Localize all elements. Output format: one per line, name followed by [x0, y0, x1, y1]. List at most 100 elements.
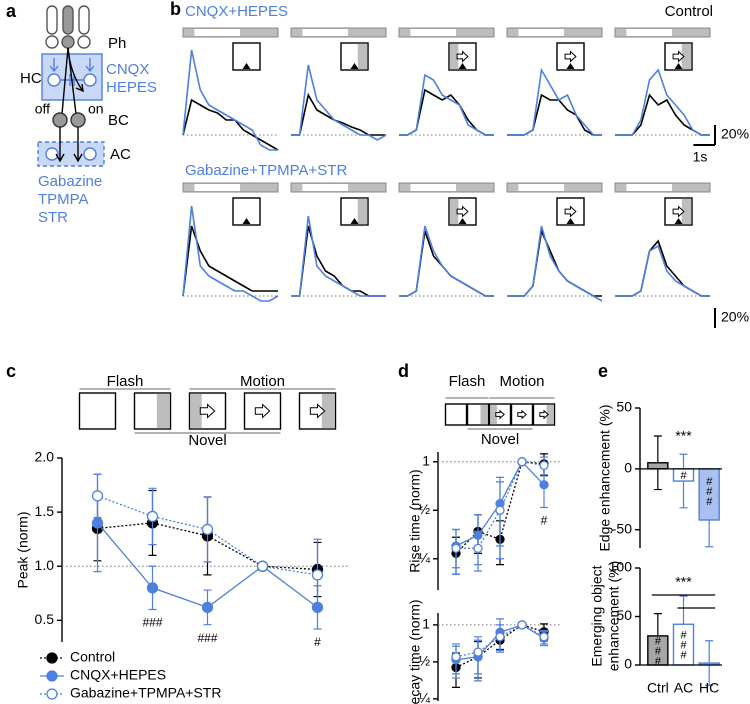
y-axis-label: Peak (norm)	[15, 511, 31, 588]
data-point	[539, 632, 549, 642]
legend-label: CNQX+HEPES	[70, 667, 166, 683]
hc-cell	[83, 73, 97, 87]
stimulus-gray	[480, 404, 488, 425]
stimulus-marker	[674, 218, 683, 224]
trace	[399, 73, 494, 136]
label: TPMPA	[38, 191, 89, 208]
stimulus-gray	[156, 393, 170, 429]
trace	[615, 239, 710, 297]
panel-label: e	[598, 361, 608, 381]
y-tick-label: ½	[418, 653, 430, 669]
x-tick-label: Ctrl	[647, 680, 669, 696]
trace	[182, 49, 278, 151]
stimulus-bar-on	[626, 29, 672, 36]
data-point	[146, 510, 159, 523]
label: on	[88, 101, 104, 117]
data-point	[201, 523, 214, 536]
label: HEPES	[106, 79, 157, 96]
significance-mark: ###	[142, 616, 162, 630]
trace	[291, 215, 386, 297]
stimulus-gray	[449, 198, 459, 225]
stimulus-arrow	[456, 50, 469, 63]
y-tick-label: 1	[422, 452, 430, 468]
data-point	[495, 632, 505, 642]
label: HC	[20, 70, 42, 87]
stimulus-bar-on	[518, 29, 564, 36]
data-point	[451, 652, 461, 662]
stimulus-arrow	[309, 403, 326, 419]
y-tick-label: 0	[624, 656, 632, 672]
label: AC	[110, 146, 131, 163]
arrow	[49, 58, 95, 73]
data-point	[311, 569, 324, 581]
trace	[399, 225, 494, 297]
y-tick-label: 100	[609, 559, 633, 575]
photoreceptor-soma	[61, 35, 75, 49]
stimulus-bar-on	[410, 184, 456, 191]
scale-label: 20%	[721, 126, 749, 142]
y-tick-label: 1.0	[35, 557, 55, 573]
stimulus-arrow	[672, 50, 685, 63]
y-tick-label: 2.0	[35, 449, 55, 465]
row-title: Gabazine+TPMPA+STR	[185, 162, 347, 179]
y-tick-label: 50	[616, 399, 632, 415]
photoreceptor-soma	[45, 35, 59, 49]
stimulus-gray	[357, 198, 368, 225]
y-tick-label: 0	[624, 460, 632, 476]
legend-marker	[46, 688, 58, 700]
stimulus-bar-on	[302, 184, 348, 191]
control-label: Control	[665, 3, 713, 20]
label: CNQX	[106, 61, 149, 78]
panel-label: d	[398, 361, 409, 381]
stimulus-arrow	[517, 409, 527, 420]
stimulus-marker	[350, 63, 359, 69]
trace	[182, 225, 278, 297]
data-point	[256, 560, 269, 572]
stimulus-arrow	[456, 205, 469, 218]
data-point	[473, 647, 483, 657]
stimulus-marker	[242, 63, 251, 69]
legend-label: Gabazine+TPMPA+STR	[70, 685, 221, 701]
significance-mark: ###	[703, 476, 715, 506]
y-tick-label: ¼	[418, 549, 430, 565]
arrow	[55, 127, 83, 163]
y-axis-label: Edge enhancement (%)	[597, 404, 613, 551]
trace	[182, 205, 279, 302]
photoreceptor	[46, 5, 58, 35]
header-label: Flash	[449, 373, 486, 390]
connection	[67, 47, 77, 115]
data-point	[517, 457, 527, 467]
significance-label: ***	[675, 428, 692, 444]
y-axis-label: enhancement (%)	[606, 561, 622, 672]
y-tick-label: ½	[418, 501, 430, 517]
ac-cell	[45, 147, 59, 161]
significance-label: ***	[675, 574, 692, 590]
label: BC	[108, 112, 129, 129]
legend-marker	[46, 670, 58, 682]
stimulus-gray	[357, 43, 368, 70]
data-point	[539, 480, 549, 490]
circuit-diagram	[37, 5, 105, 167]
stimulus-gray	[681, 43, 692, 70]
y-tick-label: 1.5	[35, 503, 55, 519]
trace	[399, 230, 494, 297]
trace	[291, 92, 386, 136]
data-point	[495, 505, 505, 515]
trace	[182, 98, 279, 151]
y-axis-label: Emerging object	[589, 565, 605, 666]
stimulus-gray	[321, 393, 335, 429]
stimulus-bar-on	[194, 29, 240, 36]
trace	[615, 93, 710, 136]
header-label: Motion	[240, 373, 285, 390]
stimulus-arrow	[564, 50, 577, 63]
y-tick-label: -50	[612, 520, 632, 536]
label: off	[35, 101, 50, 117]
photoreceptor	[78, 5, 90, 35]
row-title: CNQX+HEPES	[185, 3, 288, 20]
photoreceptor-soma	[77, 35, 91, 49]
x-tick-label: AC	[674, 680, 693, 696]
trace	[291, 64, 387, 141]
panel-label: c	[6, 361, 16, 381]
significance-mark: ###	[678, 630, 690, 660]
